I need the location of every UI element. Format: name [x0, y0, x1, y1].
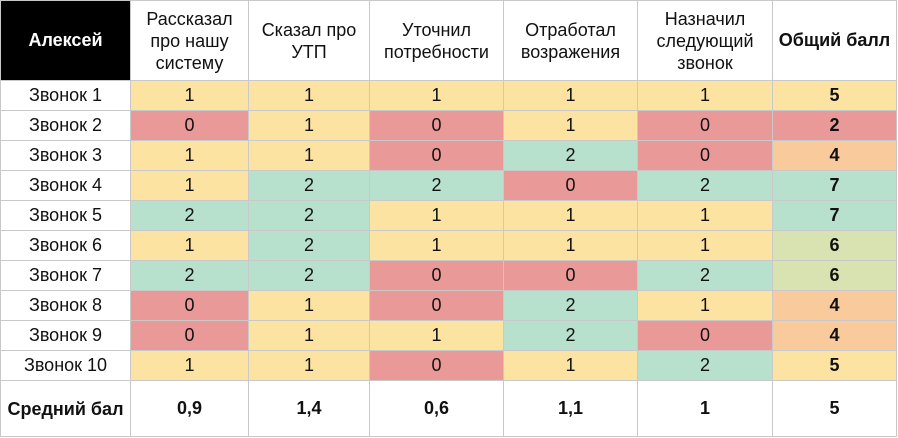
score-cell: 1	[248, 80, 370, 111]
score-cell: 1	[130, 170, 249, 201]
score-cell: 1	[637, 80, 773, 111]
call-label: Звонок 6	[0, 230, 131, 261]
score-cell: 2	[248, 200, 370, 231]
call-label: Звонок 2	[0, 110, 131, 141]
score-cell: 1	[130, 140, 249, 171]
score-cell: 2	[130, 260, 249, 291]
score-cell: 2	[248, 170, 370, 201]
score-cell: 2	[248, 230, 370, 261]
score-cell: 1	[130, 350, 249, 381]
score-cell: 1	[637, 200, 773, 231]
total-score-cell: 2	[772, 110, 897, 141]
column-header-system: Рассказал про нашу систему	[130, 0, 249, 81]
score-cell: 1	[248, 110, 370, 141]
average-value: 0,9	[130, 380, 249, 437]
score-cell: 2	[637, 260, 773, 291]
average-label: Средний бал	[0, 380, 131, 437]
score-cell: 0	[503, 260, 638, 291]
column-header-objections: Отработал возражения	[503, 0, 638, 81]
score-cell: 1	[248, 350, 370, 381]
total-score-cell: 4	[772, 320, 897, 351]
score-cell: 1	[369, 230, 504, 261]
average-value: 1	[637, 380, 773, 437]
score-cell: 0	[369, 110, 504, 141]
score-cell: 0	[369, 290, 504, 321]
score-cell: 2	[503, 320, 638, 351]
score-cell: 1	[369, 80, 504, 111]
call-label: Звонок 8	[0, 290, 131, 321]
score-cell: 0	[637, 110, 773, 141]
score-cell: 2	[503, 290, 638, 321]
column-header-needs: Уточнил потребности	[369, 0, 504, 81]
score-cell: 1	[248, 320, 370, 351]
total-score-cell: 6	[772, 230, 897, 261]
total-score-cell: 5	[772, 350, 897, 381]
call-label: Звонок 9	[0, 320, 131, 351]
column-header-usp: Сказал про УТП	[248, 0, 370, 81]
score-cell: 0	[637, 320, 773, 351]
score-cell: 2	[130, 200, 249, 231]
score-cell: 1	[637, 230, 773, 261]
table-row: Звонок 10 1 1 0 1 2 5	[0, 350, 897, 381]
score-cell: 1	[503, 230, 638, 261]
average-row: Средний бал 0,9 1,4 0,6 1,1 1 5	[0, 380, 897, 437]
score-cell: 0	[130, 110, 249, 141]
score-cell: 0	[369, 140, 504, 171]
score-cell: 2	[503, 140, 638, 171]
call-label: Звонок 1	[0, 80, 131, 111]
average-value: 0,6	[369, 380, 504, 437]
score-cell: 1	[503, 200, 638, 231]
score-cell: 0	[130, 320, 249, 351]
call-label: Звонок 7	[0, 260, 131, 291]
score-cell: 1	[130, 230, 249, 261]
score-cell: 0	[503, 170, 638, 201]
column-header-total: Общий балл	[772, 0, 897, 81]
average-value: 1,4	[248, 380, 370, 437]
score-cell: 1	[503, 110, 638, 141]
call-label: Звонок 10	[0, 350, 131, 381]
score-cell: 1	[369, 200, 504, 231]
score-cell: 1	[503, 350, 638, 381]
call-label: Звонок 4	[0, 170, 131, 201]
score-cell: 0	[369, 350, 504, 381]
score-cell: 1	[248, 140, 370, 171]
average-value: 1,1	[503, 380, 638, 437]
column-header-next-call: Назначил следующий звонок	[637, 0, 773, 81]
score-cell: 2	[369, 170, 504, 201]
average-total: 5	[772, 380, 897, 437]
score-cell: 1	[637, 290, 773, 321]
score-cell: 0	[369, 260, 504, 291]
score-cell: 1	[503, 80, 638, 111]
total-score-cell: 6	[772, 260, 897, 291]
score-cell: 2	[637, 350, 773, 381]
score-cell: 0	[130, 290, 249, 321]
score-cell: 1	[248, 290, 370, 321]
total-score-cell: 7	[772, 200, 897, 231]
total-score-cell: 7	[772, 170, 897, 201]
total-score-cell: 5	[772, 80, 897, 111]
employee-name-header: Алексей	[0, 0, 131, 81]
call-label: Звонок 3	[0, 140, 131, 171]
score-cell: 1	[369, 320, 504, 351]
score-cell: 1	[130, 80, 249, 111]
score-cell: 2	[248, 260, 370, 291]
score-cell: 0	[637, 140, 773, 171]
header-row: Алексей Рассказал про нашу систему Сказа…	[0, 0, 897, 81]
call-label: Звонок 5	[0, 200, 131, 231]
score-cell: 2	[637, 170, 773, 201]
total-score-cell: 4	[772, 290, 897, 321]
total-score-cell: 4	[772, 140, 897, 171]
